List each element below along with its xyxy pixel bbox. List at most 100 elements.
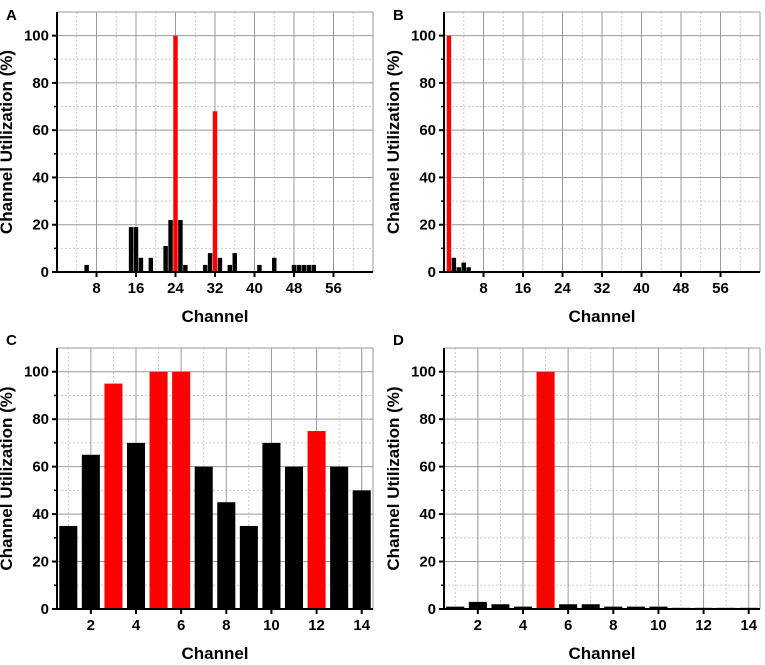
x-tick-label: 8	[609, 617, 617, 634]
bar	[272, 257, 277, 272]
bar-highlighted	[104, 383, 123, 609]
y-tick-label: 80	[419, 75, 436, 92]
x-tick-label: 48	[286, 280, 303, 297]
x-tick-label: 2	[87, 617, 95, 634]
x-tick-label: 8	[479, 280, 487, 297]
bar	[217, 257, 223, 272]
y-tick-label: 20	[419, 554, 436, 571]
bar	[559, 604, 578, 609]
bar	[466, 267, 471, 272]
bar	[296, 264, 302, 272]
y-tick-label: 80	[419, 411, 436, 428]
x-tick-label: 8	[222, 617, 230, 634]
bar	[81, 454, 100, 609]
bar	[59, 525, 78, 609]
bar	[626, 606, 645, 609]
bar	[168, 220, 173, 272]
x-tick-label: 12	[308, 617, 325, 634]
bar	[491, 604, 510, 609]
bar-highlighted	[173, 35, 178, 272]
bar	[232, 253, 237, 272]
bar	[446, 606, 465, 609]
x-tick-label: 6	[177, 617, 185, 634]
y-tick-label: 0	[428, 601, 436, 618]
x-axis-title: Channel	[181, 644, 248, 663]
y-tick-label: 20	[419, 217, 436, 234]
bar-highlighted	[446, 35, 452, 272]
bar	[311, 264, 316, 272]
y-tick-label: 100	[24, 28, 49, 45]
bar	[133, 227, 139, 272]
y-tick-label: 80	[32, 411, 49, 428]
x-tick-label: 10	[650, 617, 667, 634]
x-tick-label: 32	[594, 280, 611, 297]
bar	[128, 227, 134, 272]
x-axis-title: Channel	[181, 307, 248, 326]
bar	[461, 262, 466, 272]
x-tick-label: 4	[132, 617, 141, 634]
bar	[291, 264, 297, 272]
bar	[207, 253, 213, 272]
y-tick-label: 40	[32, 169, 49, 186]
bar	[451, 257, 457, 272]
bar	[468, 601, 487, 609]
y-axis-title: Channel Utilization (%)	[0, 386, 16, 570]
y-tick-label: 80	[32, 75, 49, 92]
bar	[330, 466, 349, 609]
y-tick-label: 0	[41, 264, 49, 281]
x-tick-label: 40	[633, 280, 650, 297]
y-tick-label: 60	[32, 459, 49, 476]
bar	[163, 246, 168, 272]
y-axis-title: Channel Utilization (%)	[384, 50, 403, 234]
y-tick-label: 40	[419, 506, 436, 523]
bar	[262, 442, 281, 609]
bar	[227, 264, 233, 272]
bar	[301, 264, 307, 272]
y-tick-label: 40	[32, 506, 49, 523]
bar	[84, 264, 89, 272]
x-tick-label: 24	[167, 280, 184, 297]
bar-highlighted	[172, 371, 191, 609]
panel-letter: D	[393, 332, 404, 349]
y-tick-label: 0	[41, 601, 49, 618]
x-tick-label: 16	[128, 280, 145, 297]
x-tick-label: 56	[325, 280, 342, 297]
x-tick-label: 2	[474, 617, 482, 634]
bar	[239, 525, 258, 609]
panel-d: D 0 20 40 60 80 100 2 4 6 8 10 12 14 Channel Channel Ut…	[384, 332, 761, 663]
y-tick-label: 20	[32, 217, 49, 234]
bar-highlighted	[149, 371, 168, 609]
y-tick-label: 100	[411, 28, 436, 45]
bar	[183, 264, 188, 272]
bar	[217, 502, 236, 609]
panel-letter: B	[393, 7, 404, 24]
y-axis-title: Channel Utilization (%)	[0, 50, 16, 234]
bar	[202, 264, 208, 272]
panel-letter: A	[6, 7, 17, 24]
panel-letter: C	[6, 332, 17, 349]
bar	[581, 604, 600, 609]
bar-highlighted	[212, 111, 218, 272]
y-tick-label: 0	[428, 264, 436, 281]
x-tick-label: 4	[519, 617, 528, 634]
y-tick-label: 20	[32, 554, 49, 571]
y-tick-label: 60	[419, 459, 436, 476]
x-tick-label: 14	[353, 617, 370, 634]
x-axis-title: Channel	[568, 644, 635, 663]
bar	[138, 257, 144, 272]
bar	[148, 257, 154, 272]
y-tick-label: 60	[32, 122, 49, 139]
panel-c: C 0 20 40 60 80 100 2 4 6 8 10 12 14 Channel Channel Ut…	[0, 332, 374, 663]
x-tick-label: 48	[673, 280, 690, 297]
y-tick-label: 60	[419, 122, 436, 139]
x-axis-title: Channel	[568, 307, 635, 326]
panel-a: A 0 20 40 60 80 100 8 16 24 32 40 48 56 Channel Channel…	[0, 7, 374, 326]
x-tick-label: 8	[92, 280, 100, 297]
x-tick-label: 12	[695, 617, 712, 634]
x-tick-label: 14	[740, 617, 757, 634]
x-tick-label: 40	[246, 280, 263, 297]
x-tick-label: 6	[564, 617, 572, 634]
y-axis-title: Channel Utilization (%)	[384, 386, 403, 570]
bar	[513, 606, 533, 609]
bar-highlighted	[536, 371, 555, 609]
